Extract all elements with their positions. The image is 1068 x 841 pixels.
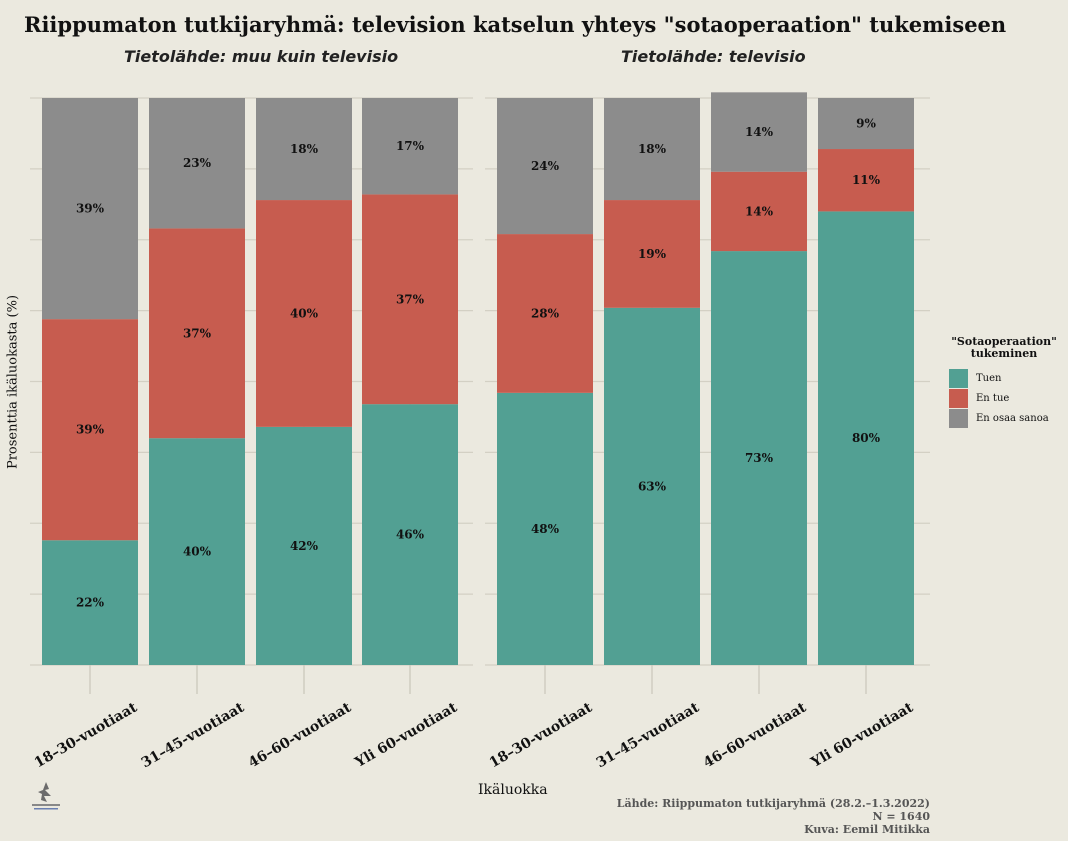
data-label: 24%	[531, 159, 560, 173]
source-text: Lähde: Riippumaton tutkijaryhmä (28.2.–1…	[616, 797, 930, 810]
bar-en-tue	[256, 200, 352, 427]
data-label: 46%	[396, 528, 425, 542]
bar-tuen	[42, 540, 138, 665]
x-tick-label: Yli 60-vuotiaat	[352, 699, 461, 771]
legend-item-en-osaa-sanoa: En osaa sanoa	[949, 408, 1062, 428]
x-tick-label: Yli 60-vuotiaat	[808, 699, 917, 771]
data-label: 40%	[290, 306, 319, 320]
data-label: 9%	[856, 117, 876, 131]
bar-en-osaa-sanoa	[711, 92, 807, 172]
bar-tuen	[711, 251, 807, 665]
data-label: 18%	[290, 142, 319, 156]
data-label: 19%	[638, 247, 667, 261]
bar-en-osaa-sanoa	[42, 98, 138, 320]
panel-title-right: Tietolähde: televisio	[621, 47, 806, 66]
chart-title: Riippumaton tutkijaryhmä: television kat…	[24, 12, 1007, 37]
data-label: 37%	[183, 326, 212, 340]
legend-title-line2: tukeminen	[970, 347, 1038, 360]
bar-en-osaa-sanoa	[256, 98, 352, 201]
data-label: 42%	[290, 539, 319, 553]
legend-item-tuen: Tuen	[949, 368, 1062, 388]
source-note: Lähde: Riippumaton tutkijaryhmä (28.2.–1…	[617, 797, 930, 836]
data-label: 39%	[76, 202, 105, 216]
data-label: 80%	[852, 431, 881, 445]
x-tick-label: 18–30-vuotiaat	[487, 699, 596, 771]
bar-tuen	[149, 438, 245, 665]
data-label: 14%	[745, 204, 774, 218]
data-label: 28%	[531, 306, 560, 320]
bar-tuen	[362, 404, 458, 665]
data-label: 17%	[396, 139, 425, 153]
bar-en-tue	[42, 319, 138, 541]
bar-en-osaa-sanoa	[818, 98, 914, 150]
y-axis-label: Prosenttia ikäluokasta (%)	[5, 294, 21, 470]
bar-en-tue	[604, 200, 700, 308]
data-label: 18%	[638, 142, 667, 156]
legend-swatch-en-osaa-sanoa	[949, 408, 968, 428]
data-label: 22%	[76, 596, 105, 610]
data-label: 63%	[638, 479, 667, 493]
bar-en-tue	[497, 234, 593, 393]
bar-tuen	[604, 307, 700, 665]
bar-tuen	[256, 426, 352, 665]
university-logo-icon	[32, 782, 60, 810]
legend-label-tuen: Tuen	[976, 372, 1002, 384]
bar-en-osaa-sanoa	[362, 98, 458, 195]
data-label: 40%	[183, 545, 212, 559]
x-tick-label: 31–45-vuotiaat	[139, 699, 248, 771]
figure-credit: Kuva: Eemil Mitikka	[804, 823, 930, 836]
legend-label-en-tue: En tue	[976, 392, 1010, 404]
legend-swatch-en-tue	[949, 388, 968, 408]
x-tick-label: 46–60-vuotiaat	[246, 699, 355, 771]
bar-en-tue	[149, 228, 245, 439]
data-label: 73%	[745, 451, 774, 465]
x-tick-label: 18–30-vuotiaat	[32, 699, 141, 771]
data-label: 14%	[745, 125, 774, 139]
legend-label-en-osaa-sanoa: En osaa sanoa	[976, 412, 1049, 424]
legend-item-en-tue: En tue	[949, 388, 1062, 408]
bar-en-osaa-sanoa	[604, 98, 700, 201]
data-label: 11%	[852, 173, 881, 187]
bar-en-tue	[711, 171, 807, 252]
panel-title-left: Tietolähde: muu kuin televisio	[124, 47, 399, 66]
x-tick-label: 31–45-vuotiaat	[594, 699, 703, 771]
bar-en-tue	[818, 149, 914, 212]
bar-en-osaa-sanoa	[497, 98, 593, 235]
x-tick-label: 46–60-vuotiaat	[701, 699, 810, 771]
sample-size: N = 1640	[872, 810, 930, 823]
legend-title: "Sotaoperaation" tukeminen	[946, 336, 1062, 360]
bar-en-tue	[362, 194, 458, 405]
data-label: 39%	[76, 423, 105, 437]
bar-tuen	[818, 211, 914, 665]
data-label: 37%	[396, 292, 425, 306]
bar-tuen	[497, 392, 593, 665]
legend: "Sotaoperaation" tukeminen Tuen En tue E…	[946, 336, 1062, 428]
data-label: 48%	[531, 522, 560, 536]
data-label: 23%	[183, 156, 212, 170]
legend-title-line1: "Sotaoperaation"	[951, 335, 1057, 348]
x-axis-label: Ikäluokka	[478, 782, 548, 798]
bar-en-osaa-sanoa	[149, 98, 245, 229]
legend-swatch-tuen	[949, 368, 968, 388]
